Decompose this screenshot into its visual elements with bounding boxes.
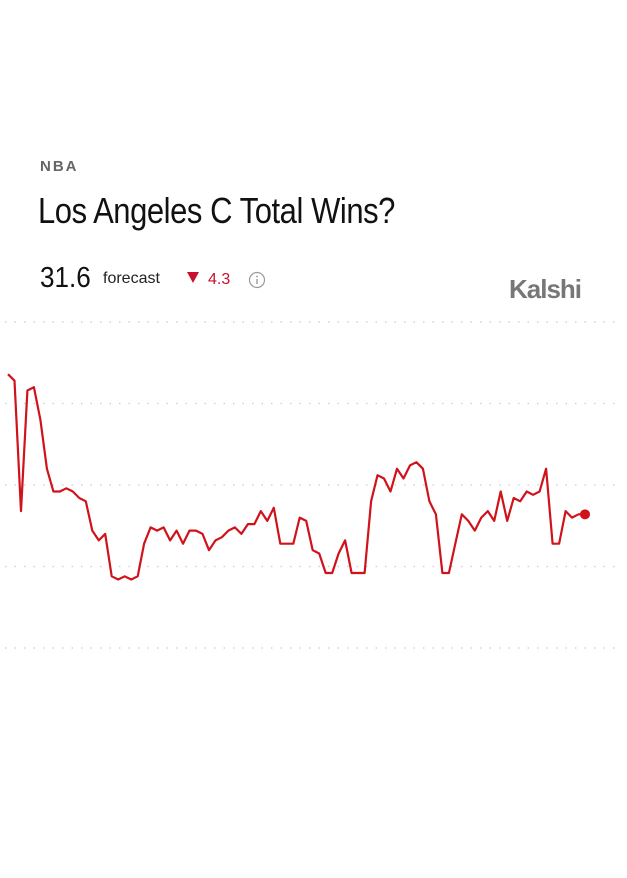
down-arrow (187, 272, 199, 283)
line-series (7, 373, 585, 581)
title: Los Angeles C Total Wins? (38, 190, 395, 231)
forecast-value: 31.6 (40, 262, 91, 294)
brand-logo: Kalshi (509, 274, 582, 304)
forecast-change: 4.3 (208, 271, 231, 288)
forecast-label: forecast (103, 270, 160, 287)
league-label: NBA (40, 158, 79, 175)
last-point (580, 509, 590, 520)
info-icon[interactable] (248, 271, 266, 289)
